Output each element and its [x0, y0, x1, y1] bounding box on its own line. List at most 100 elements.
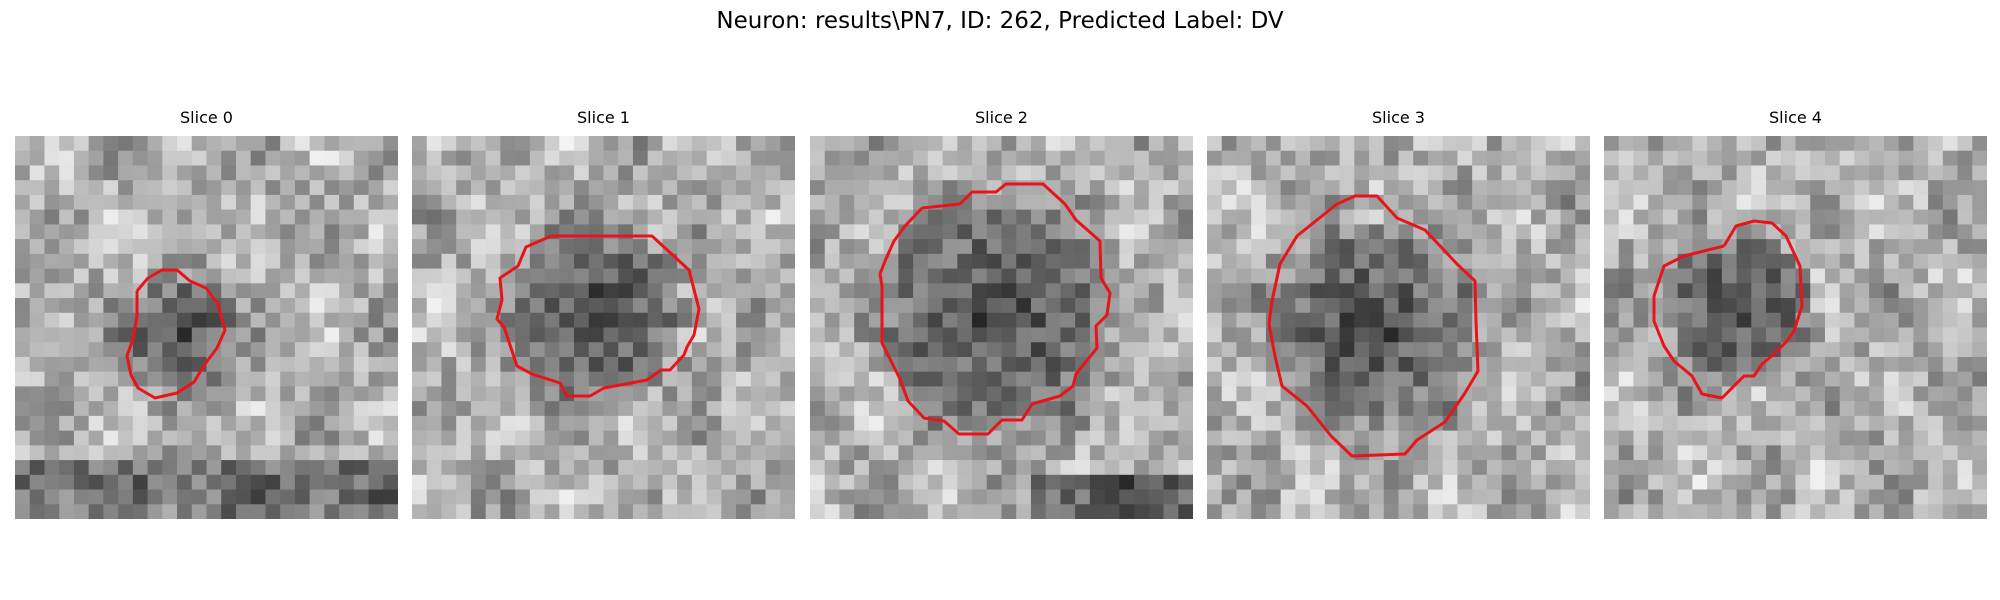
- pixel-cell: [1383, 401, 1400, 417]
- pixel-cell: [1398, 136, 1414, 152]
- pixel-cell: [191, 312, 208, 329]
- pixel-cell: [103, 283, 119, 299]
- pixel-cell: [44, 239, 60, 255]
- pixel-cell: [456, 474, 472, 491]
- pixel-cell: [544, 165, 560, 181]
- pixel-cell: [1560, 283, 1576, 299]
- pixel-cell: [854, 283, 870, 299]
- pixel-cell: [588, 253, 605, 270]
- pixel-cell: [1251, 504, 1267, 519]
- pixel-cell: [1795, 474, 1811, 491]
- pixel-cell: [1780, 445, 1797, 461]
- pixel-cell: [339, 445, 355, 461]
- pixel-cell: [780, 342, 795, 358]
- pixel-cell: [647, 342, 664, 358]
- pixel-cell: [368, 239, 384, 255]
- pixel-cell: [1618, 371, 1635, 388]
- pixel-cell: [1957, 386, 1973, 402]
- pixel-cell: [1045, 312, 1062, 329]
- pixel-cell: [1251, 150, 1267, 167]
- pixel-cell: [1060, 445, 1076, 461]
- pixel-cell: [736, 209, 752, 225]
- pixel-cell: [88, 194, 104, 211]
- pixel-cell: [515, 136, 531, 152]
- pixel-cell: [1265, 474, 1282, 491]
- pixel-cell: [810, 165, 826, 181]
- pixel-cell: [250, 298, 267, 314]
- pixel-cell: [426, 342, 443, 358]
- pixel-cell: [1369, 239, 1385, 255]
- pixel-cell: [1604, 136, 1620, 152]
- pixel-cell: [353, 268, 370, 284]
- slice-image: [1207, 136, 1590, 519]
- pixel-cell: [1119, 356, 1135, 373]
- pixel-cell: [485, 342, 501, 358]
- pixel-cell: [810, 445, 826, 461]
- pixel-cell: [588, 445, 605, 461]
- pixel-cell: [1854, 386, 1870, 402]
- pixel-cell: [1178, 224, 1193, 240]
- pixel-cell: [574, 312, 590, 329]
- pixel-cell: [235, 239, 252, 255]
- pixel-cell: [1957, 312, 1973, 329]
- pixel-cell: [544, 283, 560, 299]
- pixel-cell: [1310, 165, 1326, 181]
- pixel-cell: [1545, 401, 1562, 417]
- pixel-cell: [1766, 445, 1782, 461]
- pixel-cell: [88, 445, 104, 461]
- pixel-cell: [191, 489, 208, 505]
- pixel-cell: [1383, 253, 1400, 270]
- pixel-cell: [647, 415, 664, 432]
- pixel-cell: [1531, 401, 1547, 417]
- pixel-cell: [353, 327, 370, 343]
- pixel-cell: [1413, 342, 1429, 358]
- pixel-cell: [1883, 283, 1900, 299]
- pixel-cell: [898, 283, 914, 299]
- pixel-cell: [647, 298, 664, 314]
- pixel-cell: [29, 239, 46, 255]
- pixel-cell: [883, 136, 899, 152]
- pixel-cell: [1295, 415, 1311, 432]
- pixel-cell: [265, 489, 281, 505]
- pixel-cell: [913, 209, 929, 225]
- pixel-cell: [1045, 150, 1062, 167]
- pixel-cell: [103, 489, 119, 505]
- pixel-cell: [383, 312, 398, 329]
- pixel-cell: [1810, 386, 1826, 402]
- pixel-cell: [1001, 253, 1017, 270]
- pixel-cell: [618, 342, 634, 358]
- pixel-cell: [706, 150, 722, 167]
- pixel-cell: [500, 430, 516, 446]
- pixel-cell: [810, 504, 826, 519]
- pixel-cell: [1604, 239, 1620, 255]
- pixel-cell: [1075, 430, 1091, 446]
- pixel-cell: [1736, 415, 1752, 432]
- pixel-cell: [368, 504, 384, 519]
- pixel-cell: [1869, 194, 1885, 211]
- pixel-cell: [1295, 327, 1311, 343]
- pixel-cell: [1280, 401, 1296, 417]
- pixel-cell: [1648, 194, 1664, 211]
- pixel-cell: [647, 209, 664, 225]
- pixel-cell: [103, 504, 119, 519]
- pixel-cell: [1766, 430, 1782, 446]
- pixel-cell: [1089, 356, 1106, 373]
- pixel-cell: [1869, 268, 1885, 284]
- pixel-cell: [1751, 445, 1767, 461]
- pixel-cell: [515, 489, 531, 505]
- pixel-cell: [824, 460, 841, 476]
- pixel-cell: [1339, 430, 1355, 446]
- pixel-cell: [1398, 224, 1414, 240]
- pixel-cell: [824, 371, 841, 388]
- pixel-cell: [500, 415, 516, 432]
- pixel-cell: [412, 415, 428, 432]
- pixel-cell: [412, 327, 428, 343]
- pixel-cell: [353, 401, 370, 417]
- pixel-cell: [1662, 415, 1679, 432]
- pixel-cell: [1251, 165, 1267, 181]
- pixel-cell: [1766, 460, 1782, 476]
- pixel-cell: [1545, 371, 1562, 388]
- pixel-cell: [1030, 445, 1047, 461]
- pixel-cell: [426, 165, 443, 181]
- pixel-cell: [265, 342, 281, 358]
